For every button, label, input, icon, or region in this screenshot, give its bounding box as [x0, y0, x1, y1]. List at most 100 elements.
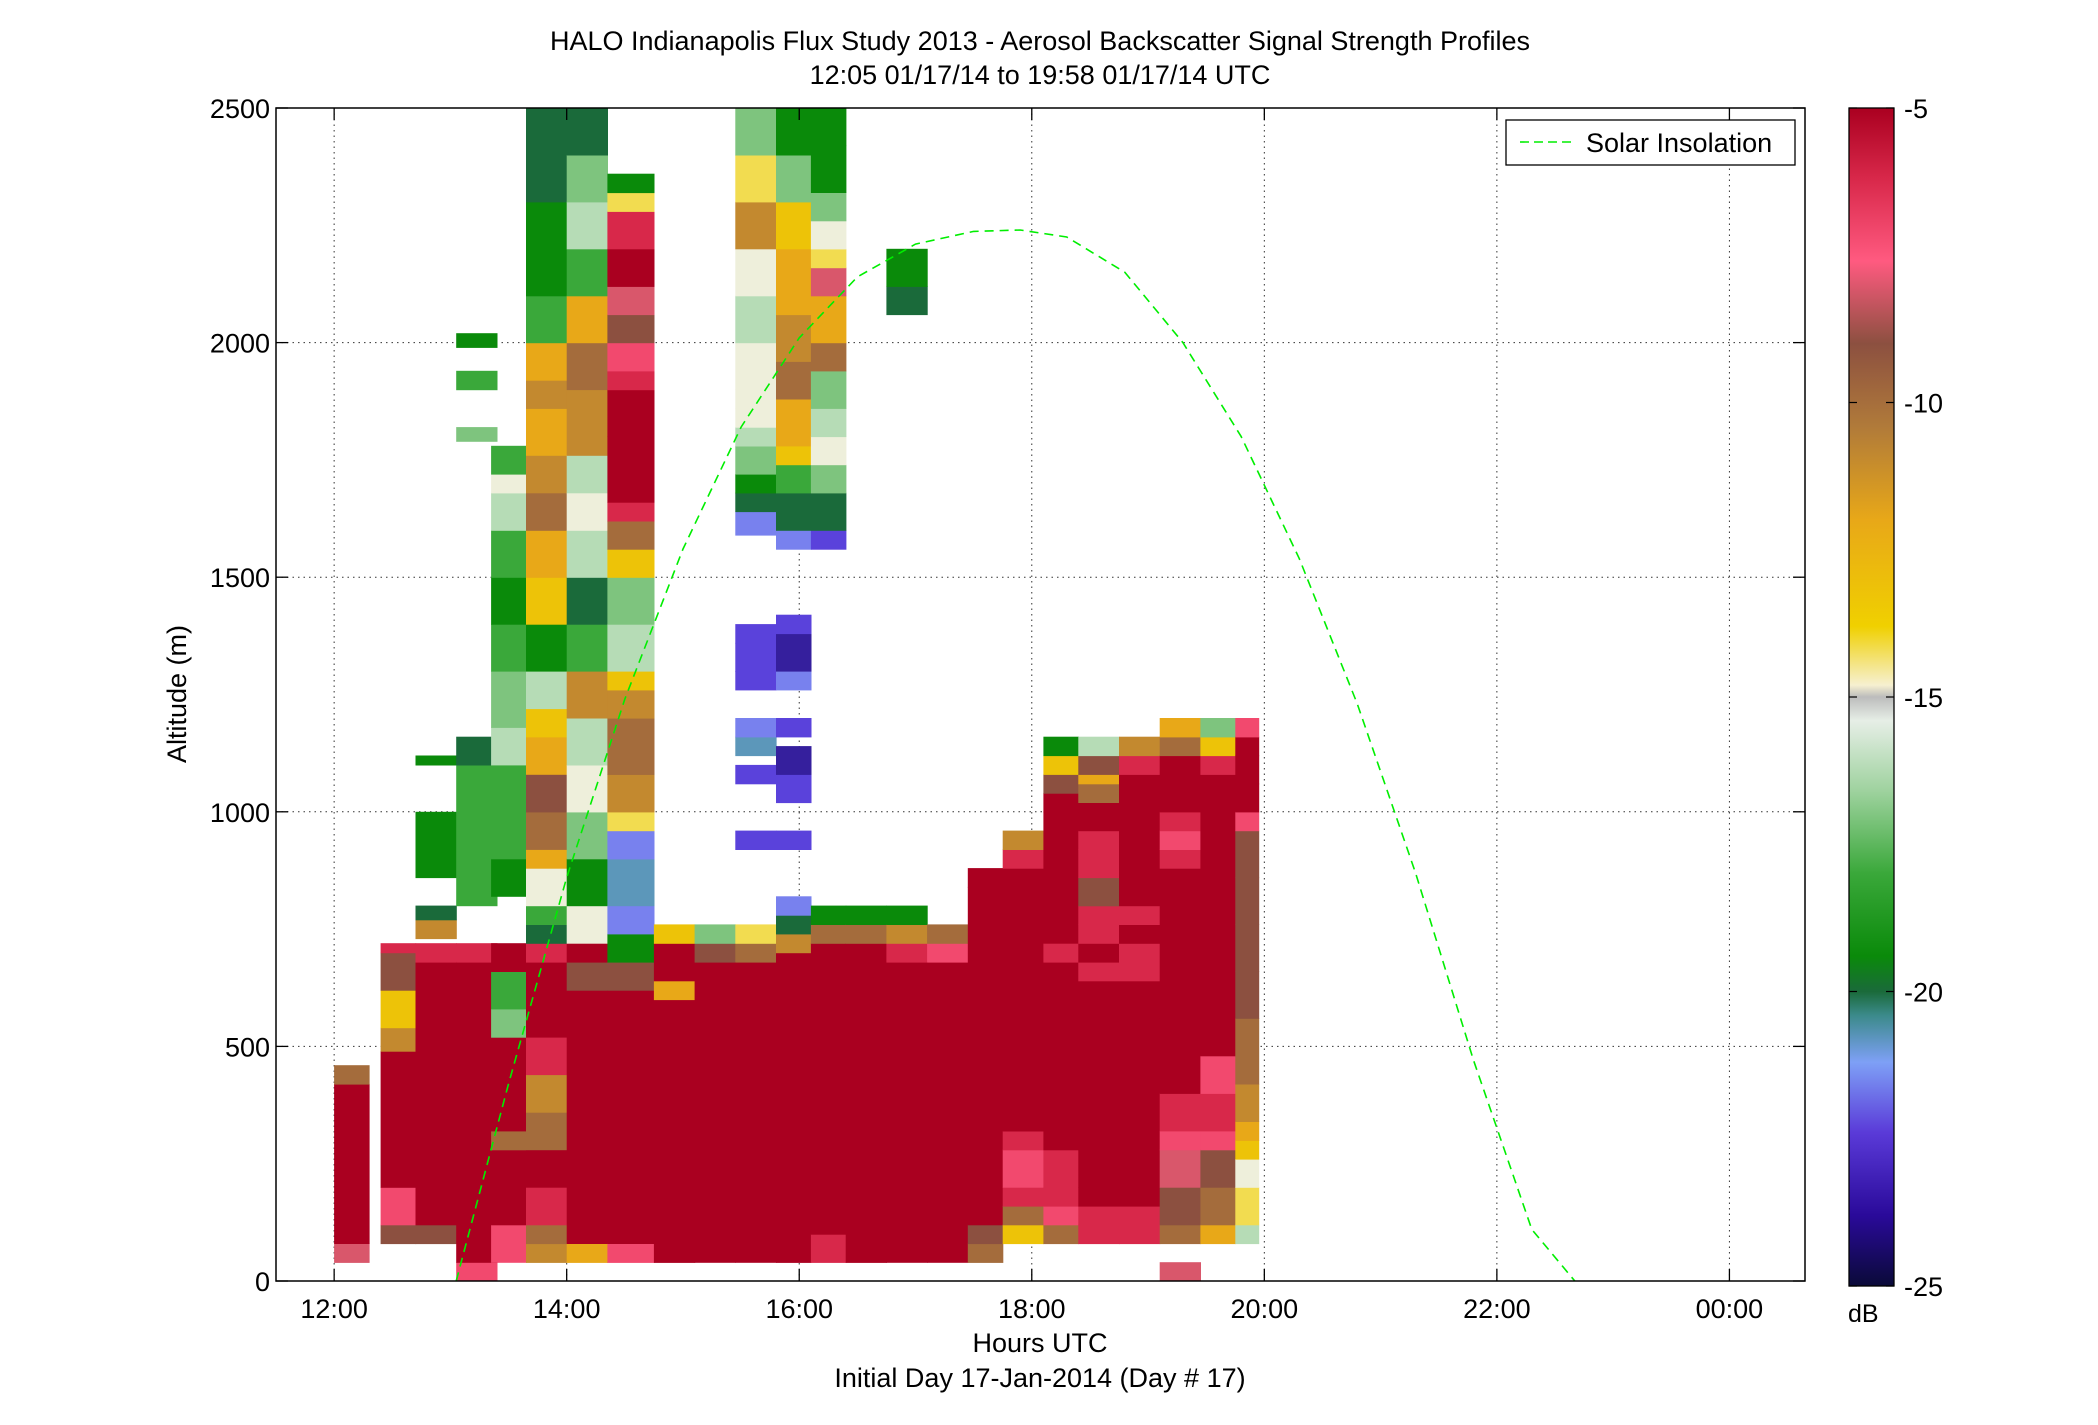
heatmap-cell [776, 1234, 812, 1263]
legend-entry-solar-insolation: Solar Insolation [1586, 128, 1772, 158]
heatmap-cell [1235, 1121, 1260, 1141]
heatmap-cell [810, 436, 847, 466]
heatmap-cell [526, 1149, 568, 1188]
y-tick-label: 1000 [210, 798, 270, 828]
heatmap-cell [735, 474, 777, 494]
heatmap-cell [810, 192, 847, 222]
heatmap-cell [526, 380, 568, 409]
heatmap-cell [776, 530, 812, 550]
heatmap-cell [526, 1187, 568, 1226]
colorbar-tick-label: -20 [1904, 978, 1943, 1008]
heatmap-cell [735, 830, 777, 850]
colorbar-tick-label: -5 [1904, 94, 1928, 124]
heatmap-cell [653, 943, 696, 982]
heatmap-cell [334, 1065, 370, 1085]
heatmap-cell [566, 858, 608, 907]
heatmap-cell [491, 1149, 527, 1226]
heatmap-cell [810, 408, 847, 438]
heatmap-cell [1119, 736, 1161, 757]
heatmap-cell [380, 1187, 417, 1226]
heatmap-cell [1002, 1205, 1044, 1226]
heatmap-cell [735, 642, 777, 672]
heatmap-cell [491, 445, 527, 475]
heatmap-cell [491, 671, 527, 728]
heatmap-cell [491, 474, 527, 494]
heatmap-cell [967, 886, 1004, 1226]
heatmap-cell [1200, 1224, 1236, 1245]
heatmap-cell [566, 943, 608, 963]
heatmap-cell [1043, 1130, 1079, 1151]
heatmap-cell [526, 1074, 568, 1113]
heatmap-cell [607, 830, 655, 860]
heatmap-cell [415, 919, 457, 940]
y-axis: 0 500 1000 1500 2000 2500 [210, 94, 1805, 1297]
heatmap-cell [735, 445, 777, 475]
heatmap-cell [456, 961, 498, 1263]
heatmap-cell [607, 314, 655, 344]
heatmap-cell [1235, 718, 1260, 738]
heatmap-cell [694, 961, 736, 1263]
heatmap-cell [653, 980, 696, 1001]
heatmap-cell [607, 389, 655, 437]
heatmap-cell [526, 924, 568, 944]
heatmap-cell [735, 624, 777, 644]
solar-insolation-line [455, 229, 1576, 1281]
heatmap-cell [526, 1112, 568, 1151]
heatmap-cell [1078, 755, 1120, 775]
heatmap-cell [845, 924, 887, 944]
heatmap-cell [1078, 1187, 1120, 1207]
heatmap-cell [456, 370, 498, 391]
heatmap-cell [1119, 858, 1161, 907]
heatmap-cell [380, 1027, 417, 1052]
heatmap-cell [1235, 877, 1260, 925]
heatmap-cell [694, 924, 736, 944]
heatmap-cell [607, 211, 655, 250]
y-tick-label: 2000 [210, 329, 270, 359]
heatmap-cell [1159, 830, 1201, 850]
heatmap-cell [810, 464, 847, 494]
heatmap-cell [810, 295, 847, 344]
heatmap-cell [566, 1018, 608, 1244]
heatmap-cell [1235, 1140, 1260, 1160]
heatmap-cell [886, 924, 928, 944]
heatmap-cell [776, 201, 812, 250]
heatmap-cell [1002, 1149, 1044, 1188]
x-tick-label: 16:00 [765, 1294, 833, 1324]
y-tick-label: 1500 [210, 563, 270, 593]
heatmap-cell [607, 990, 655, 1019]
heatmap-cell [776, 314, 812, 362]
heatmap-cell [967, 868, 1004, 888]
heatmap-cell [526, 201, 568, 250]
heatmap-cell [810, 905, 847, 925]
heatmap-cell [1200, 1018, 1236, 1057]
heatmap-cell [735, 389, 777, 409]
heatmap-cell [491, 530, 527, 578]
heatmap-cell [1043, 755, 1079, 775]
heatmap-cell [776, 248, 812, 316]
plot-frame [275, 107, 1806, 1282]
heatmap-cell [456, 764, 498, 813]
heatmap-cell [735, 201, 777, 250]
heatmap-cell [607, 173, 655, 194]
heatmap-cell [1119, 774, 1161, 794]
heatmap-cell [1078, 783, 1120, 803]
heatmap-cell [1235, 1159, 1260, 1188]
heatmap-cell [566, 1243, 608, 1263]
heatmap-cell [776, 154, 812, 203]
x-axis-label: Hours UTC [972, 1328, 1107, 1358]
heatmap-cell [526, 849, 568, 869]
heatmap-cell [1159, 849, 1201, 869]
heatmap-cell [1235, 811, 1260, 832]
heatmap-cell [566, 154, 608, 203]
heatmap-cell [456, 943, 498, 963]
heatmap-cell [735, 511, 777, 536]
heatmap-cell [1235, 1083, 1260, 1122]
heatmap-cell [566, 530, 608, 578]
heatmap-cell [607, 286, 655, 316]
heatmap-cell [776, 746, 812, 775]
heatmap-cell [526, 943, 568, 963]
heatmap-cell [566, 671, 608, 719]
heatmap-cell [1200, 1093, 1236, 1132]
solar-insolation-curve [455, 229, 1576, 1281]
